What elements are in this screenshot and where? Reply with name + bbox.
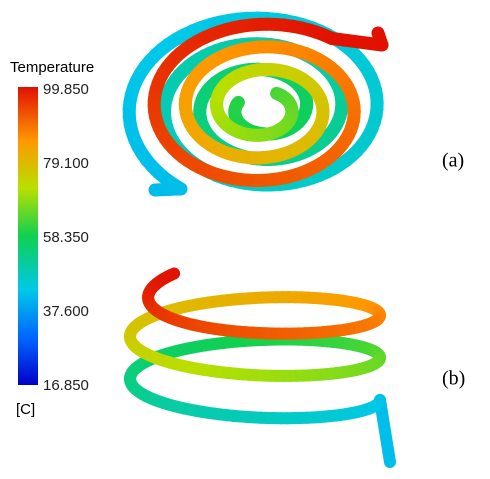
colorbar-tick-label: 99.850 bbox=[43, 81, 89, 98]
tube-segment bbox=[237, 102, 238, 103]
rendered-coils bbox=[129, 18, 390, 462]
figure: Temperature 99.850 79.100 58.350 37.600 16.8… bbox=[0, 0, 490, 479]
colorbar-tick-label: 79.100 bbox=[43, 155, 89, 172]
colorbar bbox=[18, 87, 38, 385]
tube-segment bbox=[171, 274, 175, 276]
colorbar-unit: [C] bbox=[16, 401, 35, 418]
tube-segment bbox=[378, 33, 382, 45]
colorbar-tick-label: 58.350 bbox=[43, 229, 89, 246]
colorbar-ticks: 99.850 79.100 58.350 37.600 16.850 bbox=[43, 81, 89, 394]
colorbar-tick-label: 37.600 bbox=[43, 303, 89, 320]
panel-label: (a) bbox=[442, 150, 464, 172]
colorbar-title: Temperature bbox=[10, 59, 94, 76]
panel-label: (b) bbox=[442, 368, 465, 390]
tube-segment bbox=[380, 400, 390, 462]
colorbar-tick-label: 16.850 bbox=[43, 377, 89, 394]
